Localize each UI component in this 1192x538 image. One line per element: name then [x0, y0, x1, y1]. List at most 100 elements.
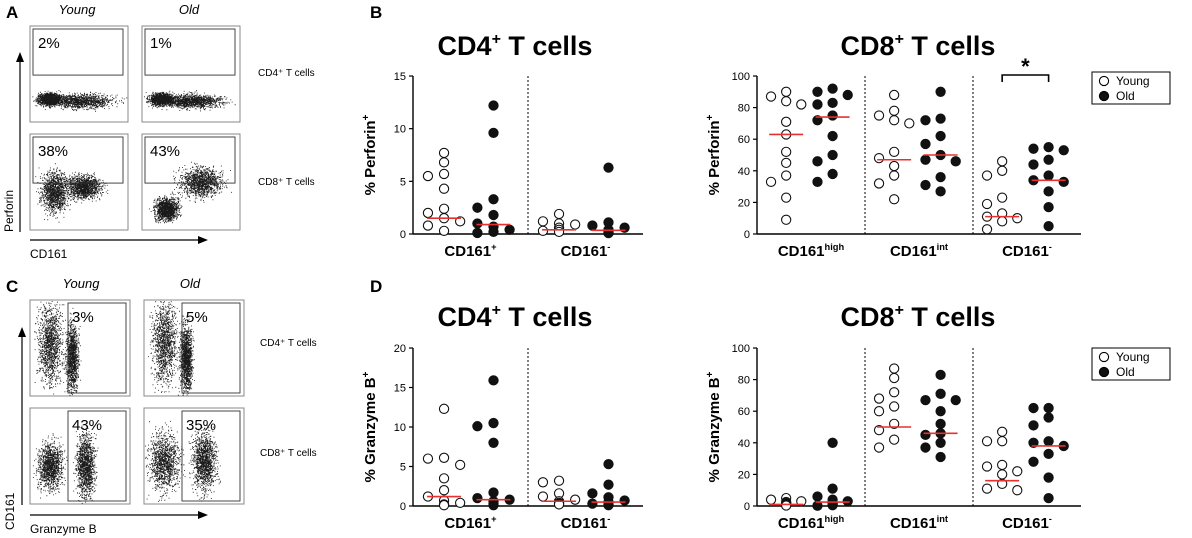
d-cd8-group2-old-point	[935, 406, 946, 417]
flow-c-row-cd8: CD8⁺ T cells	[260, 448, 317, 459]
b-cd8-group2-old-point	[935, 186, 946, 197]
b-cd8-group2-old-point	[935, 130, 946, 142]
b-cd4-group2-young-point	[553, 208, 565, 220]
flow-a-plot-r1c2-events	[144, 90, 236, 112]
d-cd8-group2-old-point	[935, 437, 946, 448]
d-cd4-group1-young-point	[438, 473, 450, 484]
d-cd4-group1-young-point	[438, 485, 450, 496]
b-cd8-group1-old-point	[842, 89, 853, 101]
d-cd4-group2-old-point	[603, 500, 614, 511]
b-cd4-group1-young-point	[422, 170, 434, 182]
d-cd8-group2-young-point	[889, 363, 900, 374]
d-cd8-group1-old-point	[827, 500, 838, 511]
b-cd4-y-tick-label: 5	[400, 176, 406, 188]
b-cd4-group1-old-point	[472, 218, 483, 229]
b-cd8-group3-young-point	[997, 165, 1008, 176]
b-cd4-group2-young-point	[537, 216, 549, 227]
flow-a-row-cd8: CD8⁺ T cells	[258, 177, 315, 188]
d-cd4-title: CD4+ T cells	[438, 302, 593, 332]
d-cd8-group3-young-point	[981, 483, 993, 494]
d-cd4-group2-old-point	[603, 458, 614, 470]
b-cd8-group3-old-point	[1043, 201, 1054, 213]
b-cd8-group2-old-point	[920, 115, 931, 126]
b-cd8-y-tick-label: 40	[738, 166, 750, 178]
flow-panel-c: Young Old 3% 5% 43% 35% CD4⁺ T cells CD8⁺ T…	[3, 276, 317, 536]
b-cd8-group2-young-point	[873, 178, 885, 189]
b-cd8-group3-label: CD161-	[1002, 242, 1052, 260]
flow-c-plot-r1c2: 5%	[143, 299, 245, 397]
d-cd8-group2-old-point	[935, 418, 946, 429]
flow-a-plot-r1c2: 1%	[141, 25, 241, 123]
b-cd8-group1-old-point	[812, 86, 823, 97]
b-cd8-group2-old-point	[935, 171, 946, 183]
b-cd4-group1-old-point	[488, 209, 499, 221]
b-cd8-y-tick-label: 0	[744, 229, 750, 241]
flow-c-plot-r2c1-gate	[67, 410, 127, 502]
d-cd4-group1-old-point	[488, 437, 499, 448]
flow-c-row-cd4: CD4⁺ T cells	[260, 338, 317, 349]
d-cd8-group3-young-point	[981, 436, 993, 447]
b-cd8-y-label: % Perforin+	[705, 114, 723, 195]
b-cd8-group1-young-point	[765, 176, 777, 188]
flow-a-plot-r2c2-events	[149, 161, 232, 224]
d-cd8-group2-young-point	[873, 425, 885, 436]
b-cd8-group1-label: CD161high	[778, 242, 845, 260]
b-cd8-group1-old-point	[812, 99, 823, 110]
b-cd4-group2-label: CD161-	[561, 242, 611, 260]
d-cd8-group2-label: CD161int	[890, 514, 948, 532]
b-cd8-group3-young-point	[997, 216, 1008, 227]
d-cd8-group2-old-point	[935, 451, 946, 463]
b-cd8-group2-young-point	[889, 115, 900, 126]
b-cd8-legend-old-label: Old	[1116, 89, 1135, 103]
flow-a-plot-r2c2-gate-percent: 43%	[150, 143, 180, 160]
b-cd8-group1-old-point	[812, 156, 823, 167]
d-cd8-group3-young-point	[1012, 466, 1023, 477]
b-cd4-group1-old-point	[488, 194, 499, 205]
d-cd8-group2-young-point	[889, 401, 900, 412]
b-cd8-group1-young-point	[781, 116, 792, 127]
flow-c-col-old: Old	[180, 276, 201, 291]
d-cd8-group3-young-point	[1012, 485, 1023, 496]
flow-c-plot-r2c1-gate-percent: 43%	[72, 417, 102, 434]
b-cd8-group2-old-point	[920, 179, 931, 191]
b-cd8-group1-young-point	[781, 157, 792, 169]
b-cd4-group2-young-point	[570, 219, 581, 230]
d-cd4-group1-young-point	[422, 453, 434, 464]
d-cd8-group3-old-point	[1028, 456, 1039, 467]
flow-c-plot-r2c1: 43%	[29, 407, 131, 505]
d-cd8-group1-old-point	[827, 437, 838, 448]
d-cd8-group3-young-point	[997, 469, 1008, 480]
d-cd4-group2-old-point	[603, 479, 614, 490]
d-cd4-group2-label: CD161-	[561, 514, 611, 532]
b-cd8-group1-old-point	[827, 97, 838, 109]
d-cd8-group3-young-point	[997, 436, 1008, 447]
b-cd8-group3-old-point	[1028, 143, 1039, 154]
flow-a-x-arrowhead	[198, 236, 208, 244]
b-cd8-group1-young-point	[781, 86, 792, 97]
d-cd8-y-tick-label: 0	[744, 501, 750, 513]
d-cd8-group2-old-point	[920, 429, 931, 441]
b-cd8-group3-young-point	[997, 192, 1008, 203]
flow-c-plot-r2c2-gate	[181, 410, 241, 502]
d-cd4-group2-young-point	[537, 491, 549, 502]
b-cd8-group1-old-point	[827, 83, 838, 94]
b-cd8-significance-bracket	[1001, 74, 1050, 82]
d-cd4-group1-young-point	[438, 500, 450, 511]
d-cd8-group2-old-point	[935, 388, 946, 399]
d-cd4-group2-old-point	[587, 498, 598, 509]
d-cd8-group1-young-point	[781, 500, 792, 511]
d-cd4-group2-old-point	[587, 488, 598, 499]
d-cd8-group3-old-point	[1028, 402, 1039, 414]
d-cd4-group1-old-point	[488, 487, 499, 498]
flow-a-plot-r1c2-gate	[144, 28, 236, 76]
flow-a-row-cd4: CD4⁺ T cells	[258, 68, 315, 79]
chart-d-cd4: CD4+ T cells 0 5 10 15 20 % Granzyme B+ CD161+ C…	[361, 302, 643, 532]
panel-label-b: B	[370, 3, 382, 22]
b-cd8-y-tick-label: 60	[738, 134, 750, 146]
d-cd4-group1-old-point	[472, 492, 483, 504]
d-cd8-y-tick-label: 20	[738, 469, 750, 481]
b-cd4-group1-young-point	[438, 203, 450, 214]
b-cd8-group3-old-point	[1028, 159, 1039, 170]
d-cd8-y-tick-label: 80	[738, 375, 750, 387]
